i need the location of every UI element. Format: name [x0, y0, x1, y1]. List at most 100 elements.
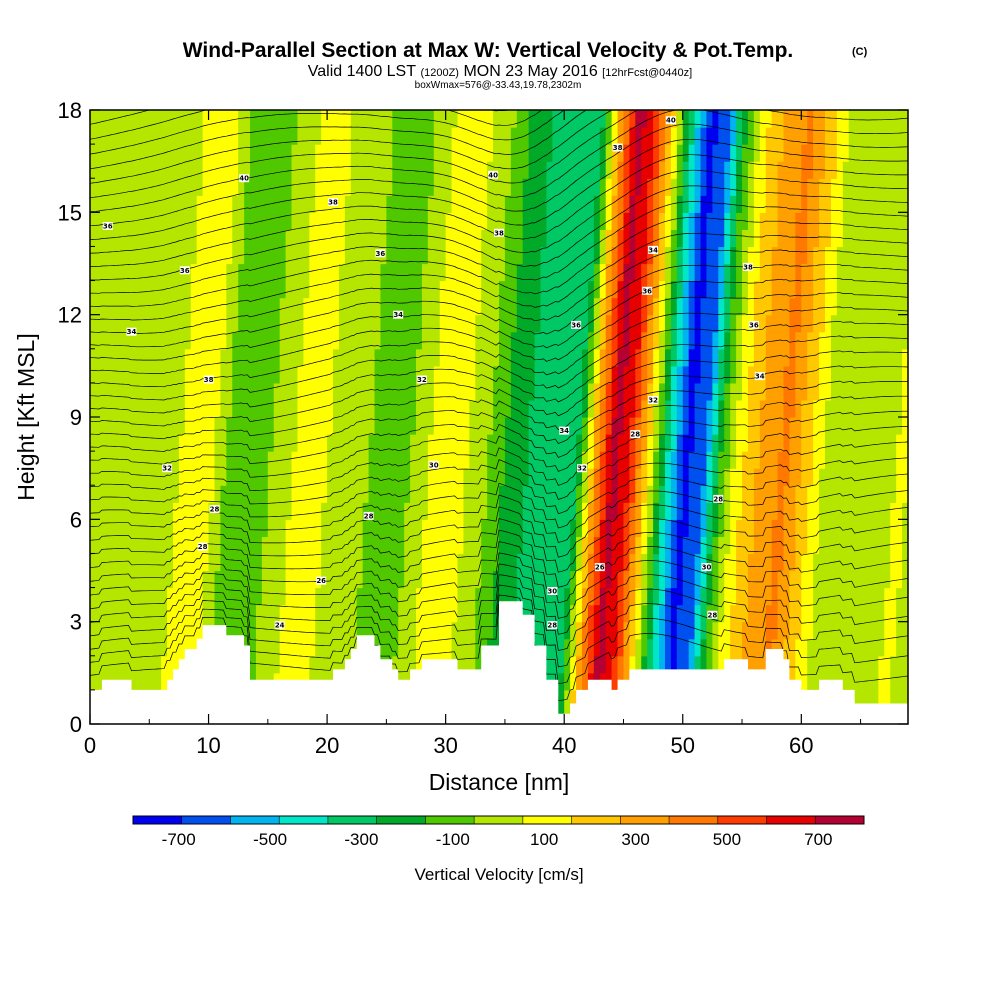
velocity-cell: [273, 263, 281, 282]
velocity-cell: [564, 263, 571, 282]
velocity-cell: [599, 144, 607, 162]
velocity-cell: [309, 195, 316, 213]
velocity-cell: [113, 536, 121, 555]
velocity-cell: [291, 246, 299, 265]
velocity-cell: [107, 434, 115, 452]
velocity-cell: [789, 212, 796, 230]
velocity-cell: [635, 485, 642, 503]
velocity-cell: [178, 280, 186, 299]
velocity-cell: [457, 195, 465, 213]
velocity-cell: [516, 195, 524, 213]
velocity-cell: [481, 212, 488, 230]
velocity-cell: [789, 399, 796, 418]
velocity-cell: [119, 127, 127, 145]
velocity-cell: [90, 178, 97, 196]
velocity-cell: [552, 536, 559, 555]
velocity-cell: [546, 485, 553, 503]
velocity-cell: [552, 161, 559, 179]
velocity-cell: [724, 246, 731, 265]
velocity-cell: [730, 621, 737, 640]
velocity-cell: [813, 519, 820, 537]
velocity-cell: [255, 178, 263, 196]
velocity-cell: [623, 331, 631, 350]
velocity-cell: [475, 348, 482, 367]
velocity-cell: [255, 434, 263, 452]
velocity-cell: [890, 212, 897, 230]
velocity-cell: [670, 365, 678, 384]
velocity-cell: [718, 570, 725, 589]
velocity-cell: [309, 110, 316, 128]
velocity-cell: [255, 195, 263, 213]
velocity-cell: [854, 382, 862, 401]
velocity-cell: [167, 348, 174, 367]
velocity-cell: [534, 604, 542, 623]
velocity-cell: [149, 161, 156, 179]
velocity-cell: [238, 468, 245, 486]
velocity-cell: [558, 451, 565, 469]
velocity-cell: [303, 638, 310, 657]
velocity-cell: [398, 604, 405, 623]
velocity-cell: [581, 127, 589, 145]
velocity-cell: [771, 536, 779, 555]
velocity-cell: [753, 519, 761, 537]
velocity-cell: [362, 161, 370, 179]
velocity-cell: [451, 127, 459, 145]
theta-contours: [90, 110, 908, 702]
velocity-cell: [878, 110, 885, 128]
velocity-cell: [866, 263, 874, 282]
velocity-cell: [451, 638, 459, 657]
velocity-cell: [149, 229, 156, 248]
velocity-cell: [653, 434, 660, 452]
velocity-cell: [350, 161, 358, 179]
velocity-cell: [753, 399, 761, 418]
velocity-cell: [516, 502, 524, 520]
velocity-cell: [113, 246, 121, 265]
velocity-cell: [558, 468, 565, 486]
velocity-cell: [433, 127, 441, 145]
velocity-cell: [196, 365, 204, 384]
velocity-cell: [267, 161, 275, 179]
velocity-cell: [208, 485, 216, 503]
velocity-cell: [771, 127, 779, 145]
velocity-cell: [540, 536, 548, 555]
velocity-cell: [255, 144, 263, 162]
velocity-cell: [712, 638, 719, 657]
velocity-cell: [504, 382, 512, 401]
velocity-cell: [605, 417, 613, 435]
velocity-cell: [712, 485, 719, 503]
velocity-cell: [178, 144, 186, 162]
velocity-cell: [587, 246, 595, 265]
velocity-cell: [487, 417, 494, 435]
velocity-cell: [190, 417, 198, 435]
velocity-cell: [854, 451, 862, 469]
velocity-cell: [457, 263, 465, 282]
velocity-cell: [884, 263, 891, 282]
velocity-cell: [825, 178, 832, 196]
velocity-cell: [682, 502, 690, 520]
velocity-cell: [635, 280, 642, 299]
velocity-cell: [190, 502, 198, 520]
velocity-cell: [321, 434, 328, 452]
velocity-cell: [848, 110, 856, 128]
velocity-cell: [327, 263, 334, 282]
velocity-cell: [161, 314, 168, 333]
velocity-cell: [167, 417, 174, 435]
velocity-cell: [285, 417, 293, 435]
velocity-cell: [214, 348, 222, 367]
velocity-cell: [273, 348, 281, 367]
velocity-cell: [576, 451, 583, 469]
velocity-cell: [202, 399, 210, 418]
velocity-cell: [890, 638, 897, 657]
velocity-cell: [902, 536, 908, 555]
velocity-cell: [374, 434, 382, 452]
velocity-cell: [866, 519, 874, 537]
velocity-cell: [736, 144, 743, 162]
velocity-cell: [848, 638, 856, 657]
velocity-cell: [255, 246, 263, 265]
velocity-cell: [427, 451, 435, 469]
velocity-cell: [427, 331, 435, 350]
velocity-cell: [362, 331, 370, 350]
velocity-cell: [321, 587, 328, 606]
velocity-cell: [848, 502, 856, 520]
velocity-cell: [836, 263, 844, 282]
